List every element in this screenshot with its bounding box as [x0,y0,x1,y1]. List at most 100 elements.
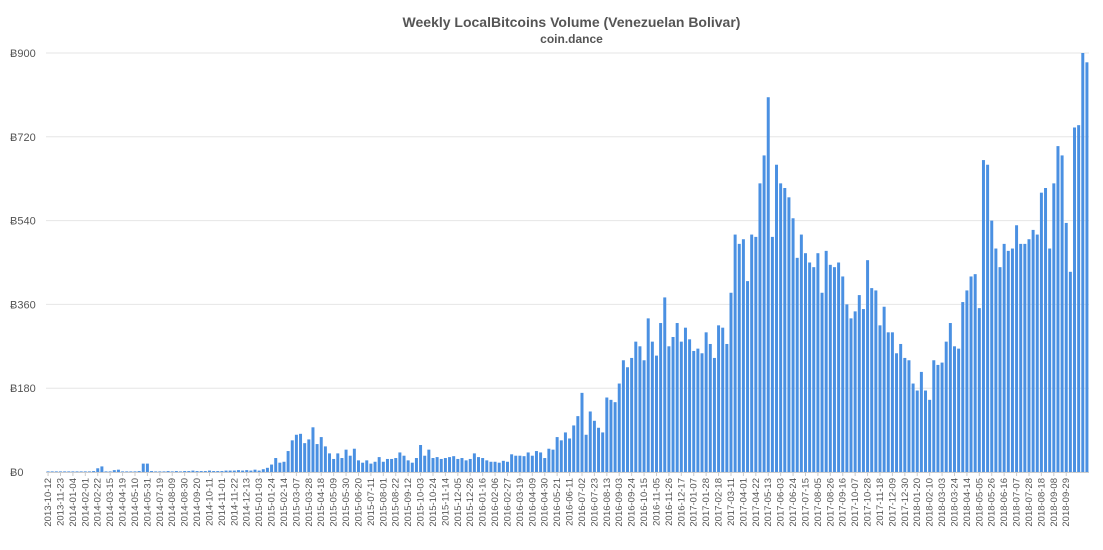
bar [543,458,547,472]
bar [762,155,766,473]
bar [907,360,911,472]
x-tick-label: 2018-05-26 [987,478,998,527]
bar [87,471,91,472]
x-tick-label: 2014-07-19 [155,478,166,527]
bar [158,471,162,472]
bar [514,455,518,472]
x-tick-label: 2016-04-09 [527,478,538,527]
bar [568,438,572,472]
bar [965,290,969,472]
x-tick-label: 2016-03-19 [515,478,526,527]
x-tick-label: 2015-05-30 [341,478,352,527]
bar [336,453,340,472]
x-tick-label: 2014-02-22 [93,478,104,527]
bar [886,332,890,472]
bar [563,432,567,472]
bar [1031,229,1035,472]
x-tick-label: 2015-12-05 [453,478,464,527]
bar [278,462,282,472]
bar [973,274,977,472]
bar [187,471,191,472]
bar [381,461,385,472]
x-tick-label: 2014-05-10 [130,478,141,527]
bar [849,318,853,472]
bar [257,470,261,472]
bar [994,248,998,472]
bar [729,292,733,472]
bar [170,471,174,472]
bar [621,360,625,472]
bar [104,471,108,472]
x-tick-label: 2014-01-04 [68,478,79,527]
bar [957,348,961,472]
bar [394,458,398,472]
bar [832,267,836,472]
bar [365,460,369,472]
y-tick-label: Ƀ0 [10,467,23,479]
bar [642,360,646,472]
bar [385,458,389,472]
bar [534,451,538,472]
bar [1010,248,1014,472]
bar [315,444,319,472]
bar [725,343,729,472]
bar [953,346,956,472]
bar [675,323,679,472]
bar [1060,155,1064,473]
bar [224,470,228,472]
bar [990,220,994,472]
bar [870,288,874,472]
bar [601,432,605,472]
bar [460,458,464,472]
bar [448,457,452,472]
bar [435,457,439,472]
bar [129,471,133,472]
bar [133,471,137,472]
bar [919,371,923,472]
bar [357,460,360,472]
bar [228,470,232,472]
bar [700,353,704,472]
bar [779,183,783,473]
bar [63,471,67,472]
bar [245,470,249,472]
bar [754,236,758,472]
bar [96,468,100,472]
x-tick-label: 2018-03-03 [937,478,948,527]
x-tick-label: 2014-12-13 [242,478,253,527]
bar [683,327,687,472]
bar [439,458,443,472]
bar [526,452,530,472]
bar [195,471,199,472]
bar [419,445,423,472]
x-tick-label: 2018-02-10 [925,478,936,527]
x-tick-label: 2016-12-17 [676,478,687,527]
bar [857,295,861,472]
bar [1048,248,1052,472]
bar [799,234,803,472]
x-tick-label: 2016-02-06 [490,478,501,527]
bar [265,467,269,472]
bar [261,469,265,472]
bar [443,458,447,472]
x-tick-label: 2014-05-31 [142,478,153,527]
bar [667,346,671,472]
bar [464,460,468,472]
bar [340,458,344,472]
bar [236,470,240,472]
bar [50,471,54,472]
x-tick-label: 2016-04-30 [540,478,551,527]
x-tick-label: 2017-09-16 [838,478,849,527]
bar [998,267,1002,472]
bar [948,323,952,472]
bar [377,457,381,472]
x-tick-label: 2016-07-02 [577,478,588,527]
x-tick-label: 2017-11-18 [875,478,886,526]
y-axis: Ƀ0 Ƀ180 Ƀ360 Ƀ540 Ƀ720 Ƀ900 [10,48,36,479]
x-tick-label: 2018-03-24 [949,478,960,527]
bar [352,448,356,472]
bar [477,457,480,472]
bar [427,449,431,472]
bar [924,390,927,472]
